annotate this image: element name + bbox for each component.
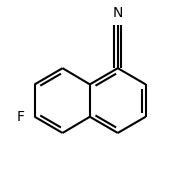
- Text: N: N: [113, 6, 123, 20]
- Text: F: F: [17, 110, 24, 124]
